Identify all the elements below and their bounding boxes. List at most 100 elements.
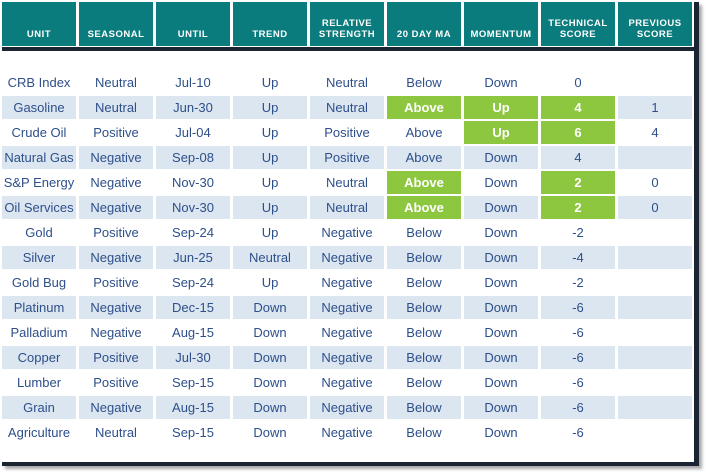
cell-momentum: Down [464, 196, 538, 219]
cell-ma20: Above [387, 171, 461, 194]
cell-unit: Palladium [2, 321, 76, 344]
cell-trend: Down [233, 296, 307, 319]
cell-technical_score: -6 [541, 421, 615, 444]
cell-until: Nov-30 [156, 171, 230, 194]
column-header-momentum: MOMENTUM [464, 2, 538, 46]
cell-until: Sep-24 [156, 221, 230, 244]
cell-relative_strength: Positive [310, 146, 384, 169]
cell-trend: Up [233, 96, 307, 119]
cell-seasonal: Positive [79, 121, 153, 144]
cell-previous_score: 4 [618, 121, 692, 144]
cell-seasonal: Negative [79, 321, 153, 344]
cell-trend: Up [233, 271, 307, 294]
cell-previous_score [618, 221, 692, 244]
cell-momentum: Up [464, 121, 538, 144]
cell-seasonal: Positive [79, 221, 153, 244]
cell-relative_strength: Negative [310, 396, 384, 419]
cell-trend: Up [233, 196, 307, 219]
cell-trend: Down [233, 396, 307, 419]
cell-unit: Silver [2, 246, 76, 269]
cell-unit: Gold [2, 221, 76, 244]
cell-trend: Neutral [233, 246, 307, 269]
cell-momentum: Down [464, 271, 538, 294]
cell-until: Sep-15 [156, 371, 230, 394]
cell-seasonal: Negative [79, 146, 153, 169]
cell-momentum: Down [464, 396, 538, 419]
cell-unit: Gold Bug [2, 271, 76, 294]
cell-relative_strength: Positive [310, 121, 384, 144]
cell-previous_score: 1 [618, 96, 692, 119]
cell-previous_score [618, 396, 692, 419]
cell-previous_score [618, 271, 692, 294]
cell-ma20: Below [387, 421, 461, 444]
cell-unit: Grain [2, 396, 76, 419]
cell-unit: Gasoline [2, 96, 76, 119]
cell-momentum: Down [464, 146, 538, 169]
cell-unit: S&P Energy [2, 171, 76, 194]
cell-trend: Up [233, 121, 307, 144]
cell-previous_score: 0 [618, 196, 692, 219]
cell-trend: Up [233, 146, 307, 169]
column-header-seasonal: SEASONAL [79, 2, 153, 46]
cell-unit: Lumber [2, 371, 76, 394]
cell-relative_strength: Negative [310, 246, 384, 269]
cell-relative_strength: Neutral [310, 96, 384, 119]
cell-trend: Down [233, 421, 307, 444]
cell-technical_score: -6 [541, 346, 615, 369]
cell-technical_score: 4 [541, 146, 615, 169]
cell-technical_score: -4 [541, 246, 615, 269]
cell-technical_score: 6 [541, 121, 615, 144]
column-header-until: UNTIL [156, 2, 230, 46]
cell-seasonal: Negative [79, 196, 153, 219]
table-header-row: UNIT SEASONAL UNTIL TREND RELATIVE STRENGTH 2… [2, 2, 694, 46]
cell-unit: Agriculture [2, 421, 76, 444]
column-header-relative_strength: RELATIVE STRENGTH [310, 2, 384, 46]
cell-until: Aug-15 [156, 321, 230, 344]
cell-trend: Up [233, 171, 307, 194]
cell-momentum: Down [464, 221, 538, 244]
cell-technical_score: 0 [541, 71, 615, 94]
cell-relative_strength: Negative [310, 371, 384, 394]
cell-relative_strength: Neutral [310, 171, 384, 194]
cell-until: Jul-30 [156, 346, 230, 369]
cell-unit: Oil Services [2, 196, 76, 219]
column-header-unit: UNIT [2, 2, 76, 46]
cell-relative_strength: Negative [310, 221, 384, 244]
cell-momentum: Down [464, 171, 538, 194]
cell-ma20: Below [387, 396, 461, 419]
cell-momentum: Down [464, 296, 538, 319]
cell-relative_strength: Negative [310, 296, 384, 319]
cell-ma20: Below [387, 296, 461, 319]
cell-momentum: Down [464, 321, 538, 344]
cell-trend: Down [233, 321, 307, 344]
cell-until: Jun-30 [156, 96, 230, 119]
column-header-trend: TREND [233, 2, 307, 46]
cell-technical_score: 2 [541, 171, 615, 194]
cell-technical_score: -2 [541, 221, 615, 244]
cell-until: Sep-15 [156, 421, 230, 444]
bottom-spacer [2, 444, 694, 462]
cell-relative_strength: Neutral [310, 71, 384, 94]
cell-seasonal: Negative [79, 296, 153, 319]
cell-ma20: Above [387, 121, 461, 144]
cell-trend: Up [233, 221, 307, 244]
cell-seasonal: Positive [79, 346, 153, 369]
cell-previous_score [618, 421, 692, 444]
cell-seasonal: Neutral [79, 421, 153, 444]
cell-relative_strength: Negative [310, 321, 384, 344]
column-header-ma20: 20 DAY MA [387, 2, 461, 46]
cell-technical_score: -6 [541, 396, 615, 419]
cell-relative_strength: Negative [310, 346, 384, 369]
column-header-technical_score: TECHNICAL SCORE [541, 2, 615, 46]
table-body: CRB Index Neutral Jul-10 Up Neutral Below Down… [2, 71, 694, 444]
cell-ma20: Above [387, 196, 461, 219]
cell-momentum: Down [464, 371, 538, 394]
cell-until: Jun-25 [156, 246, 230, 269]
cell-relative_strength: Negative [310, 421, 384, 444]
commodity-scoreboard-table: UNIT SEASONAL UNTIL TREND RELATIVE STRENGTH 2… [2, 2, 699, 466]
cell-trend: Up [233, 71, 307, 94]
cell-previous_score [618, 346, 692, 369]
cell-previous_score [618, 296, 692, 319]
cell-technical_score: -6 [541, 371, 615, 394]
cell-momentum: Down [464, 346, 538, 369]
